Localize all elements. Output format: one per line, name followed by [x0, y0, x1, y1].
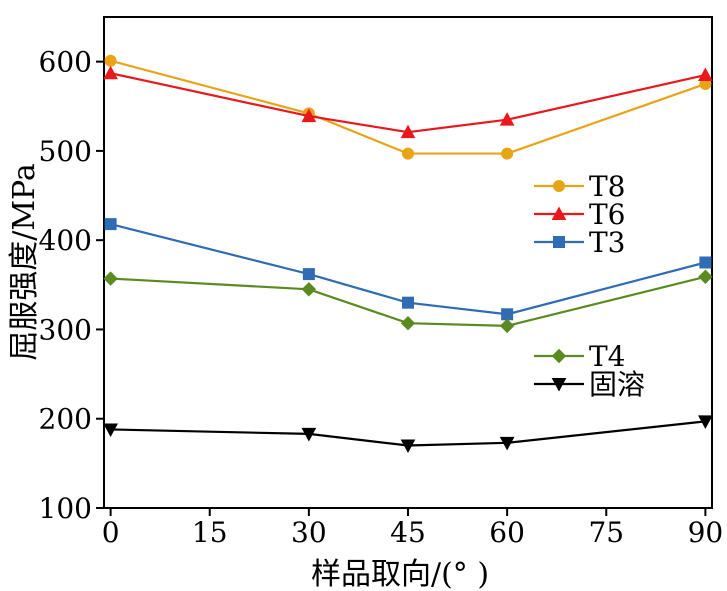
data-point — [400, 439, 416, 454]
data-point — [301, 282, 317, 297]
data-point — [400, 124, 416, 139]
data-point — [104, 54, 117, 67]
data-point — [103, 423, 118, 437]
legend-item: T8 — [534, 170, 626, 203]
data-point — [501, 308, 514, 321]
legend-label: 固溶 — [589, 368, 645, 401]
legend-label: T6 — [589, 198, 626, 231]
data-point — [499, 318, 515, 334]
x-tick-label: 60 — [489, 516, 525, 549]
data-point — [302, 268, 315, 281]
y-tick-label: 200 — [39, 403, 92, 436]
data-point — [499, 112, 515, 126]
legend-swatch-marker — [553, 180, 565, 192]
x-tick-label: 75 — [588, 516, 624, 549]
data-point — [400, 315, 416, 331]
legend-swatch-marker — [553, 236, 565, 248]
series-line — [110, 72, 706, 134]
series-1 — [103, 65, 713, 139]
legend-label: T4 — [589, 340, 626, 373]
legend-item: T3 — [534, 226, 626, 259]
legend-item: T4 — [534, 340, 626, 373]
data-point — [499, 436, 515, 451]
legend-swatch-marker — [551, 348, 567, 364]
data-point — [699, 256, 712, 269]
legend-swatch-marker — [551, 378, 567, 392]
data-point — [301, 108, 317, 123]
series-0 — [104, 54, 712, 160]
y-tick-label: 600 — [39, 46, 92, 79]
legend-item: 固溶 — [534, 368, 645, 401]
data-point — [104, 218, 117, 231]
series-layer — [103, 54, 713, 454]
x-tick-label: 45 — [390, 516, 426, 549]
data-point — [103, 271, 118, 286]
data-point — [402, 147, 414, 160]
data-point — [301, 427, 317, 442]
x-tick-label: 30 — [291, 516, 327, 549]
legend-label: T3 — [589, 226, 626, 259]
legend-swatch-marker — [551, 206, 567, 220]
x-tick-label: 0 — [102, 516, 120, 549]
data-point — [402, 296, 414, 309]
series-4 — [103, 415, 713, 454]
series-line — [110, 59, 706, 155]
y-axis-label: 屈服强度/MPa — [7, 163, 42, 361]
data-point — [698, 67, 713, 82]
axes: 0 15 30 45 60 75 90 100 200 300 400 500 600 — [39, 16, 724, 549]
x-axis-label: 样品取向/(° ) — [311, 557, 489, 591]
legend-label: T8 — [589, 170, 626, 203]
y-tick-label: 100 — [39, 492, 92, 525]
x-tick-label: 90 — [688, 516, 724, 549]
data-point — [501, 147, 514, 160]
y-tick-label: 400 — [39, 224, 92, 257]
data-point — [698, 415, 713, 429]
y-tick-label: 300 — [39, 313, 92, 346]
x-tick-label: 15 — [192, 516, 228, 549]
data-point — [103, 65, 118, 80]
legend-item: T6 — [534, 198, 626, 231]
series-2 — [104, 218, 712, 321]
y-tick-label: 500 — [39, 135, 92, 168]
series-3 — [103, 269, 713, 334]
data-point — [698, 269, 713, 284]
